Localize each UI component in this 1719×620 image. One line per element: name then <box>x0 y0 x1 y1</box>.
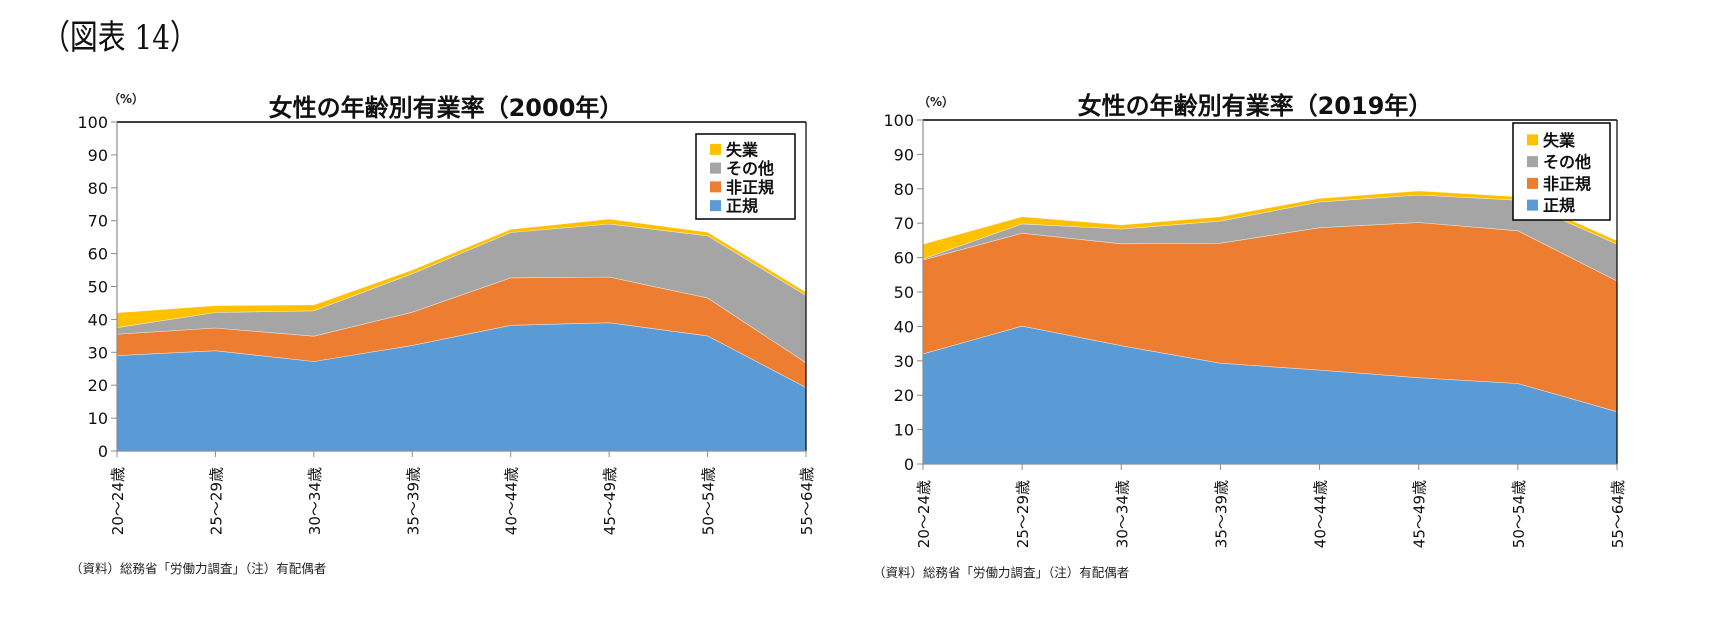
source-footnote-2019: （資料）総務省「労働力調査」（注）有配偶者 <box>873 565 1130 580</box>
x-tick-label: 55～64歳 <box>798 467 816 535</box>
y-tick-label: 10 <box>894 421 914 440</box>
y-tick-label: 60 <box>894 249 914 268</box>
legend-label: 失業 <box>726 140 759 159</box>
y-tick-label: 70 <box>88 212 108 231</box>
x-tick-label: 45～49歳 <box>1411 480 1429 548</box>
figure-label: （図表 14） <box>42 18 198 58</box>
y-unit-label: （%） <box>108 91 144 106</box>
legend-label: 正規 <box>1543 196 1575 215</box>
x-tick-label: 50～54歳 <box>700 467 718 535</box>
legend-swatch-non-regular <box>710 181 721 193</box>
legend-swatch-unemployed <box>710 143 721 155</box>
legend-label: その他 <box>726 159 774 178</box>
y-tick-label: 50 <box>894 283 914 302</box>
x-tick-label: 40～44歳 <box>503 467 521 535</box>
legend-swatch-other <box>710 162 721 174</box>
x-tick-label: 50～54歳 <box>1510 480 1528 548</box>
y-tick-label: 40 <box>894 317 914 336</box>
legend-swatch-other <box>1527 156 1538 168</box>
x-tick-label: 25～29歳 <box>1014 480 1032 548</box>
y-tick-label: 100 <box>77 113 108 132</box>
chart-title: 女性の年齢別有業率（2019年） <box>1078 92 1433 120</box>
legend-label: 非正規 <box>1543 174 1591 193</box>
x-tick-label: 45～49歳 <box>601 467 619 535</box>
x-tick-label: 30～34歳 <box>1113 480 1131 548</box>
chart-2000: 女性の年齢別有業率（2000年） （%） 0 10 20 30 40 50 60 70 80 90 10… <box>77 91 816 535</box>
legend-label: 失業 <box>1543 131 1576 150</box>
x-tick-label: 35～39歳 <box>404 467 422 535</box>
y-tick-label: 100 <box>883 111 914 130</box>
y-tick-label: 30 <box>88 343 108 362</box>
y-unit-label: （%） <box>918 94 954 109</box>
y-tick-label: 20 <box>88 376 108 395</box>
legend-swatch-regular <box>1527 199 1538 211</box>
x-tick-label: 55～64歳 <box>1609 480 1627 548</box>
legend-label: 非正規 <box>726 178 774 197</box>
x-tick-label: 20～24歳 <box>915 480 933 548</box>
legend-swatch-unemployed <box>1527 134 1538 146</box>
y-tick-label: 30 <box>894 352 914 371</box>
chart-2019: 女性の年齢別有業率（2019年） （%） 0 10 20 30 40 50 60 70 80 90 10… <box>883 92 1627 548</box>
y-tick-label: 80 <box>894 180 914 199</box>
x-tick-label: 25～29歳 <box>207 467 225 535</box>
source-footnote-2000: （資料）総務省「労働力調査」（注）有配偶者 <box>70 561 327 576</box>
x-tick-label: 20～24歳 <box>109 467 127 535</box>
y-tick-label: 40 <box>88 310 108 329</box>
legend-swatch-regular <box>710 200 721 212</box>
y-tick-label: 90 <box>88 146 108 165</box>
y-tick-label: 10 <box>88 409 108 428</box>
y-tick-label: 70 <box>894 214 914 233</box>
legend-label: 正規 <box>726 197 758 216</box>
y-tick-label: 80 <box>88 179 108 198</box>
x-tick-label: 35～39歳 <box>1212 480 1230 548</box>
y-tick-label: 90 <box>894 145 914 164</box>
y-tick-label: 60 <box>88 245 108 264</box>
chart-title: 女性の年齢別有業率（2000年） <box>269 94 624 122</box>
y-tick-label: 0 <box>904 455 914 474</box>
y-tick-label: 20 <box>894 386 914 405</box>
legend-swatch-non-regular <box>1527 177 1538 189</box>
x-tick-label: 30～34歳 <box>306 467 324 535</box>
x-tick-label: 40～44歳 <box>1312 480 1330 548</box>
y-tick-label: 50 <box>88 278 108 297</box>
legend-label: その他 <box>1543 153 1591 172</box>
y-tick-label: 0 <box>98 442 108 461</box>
